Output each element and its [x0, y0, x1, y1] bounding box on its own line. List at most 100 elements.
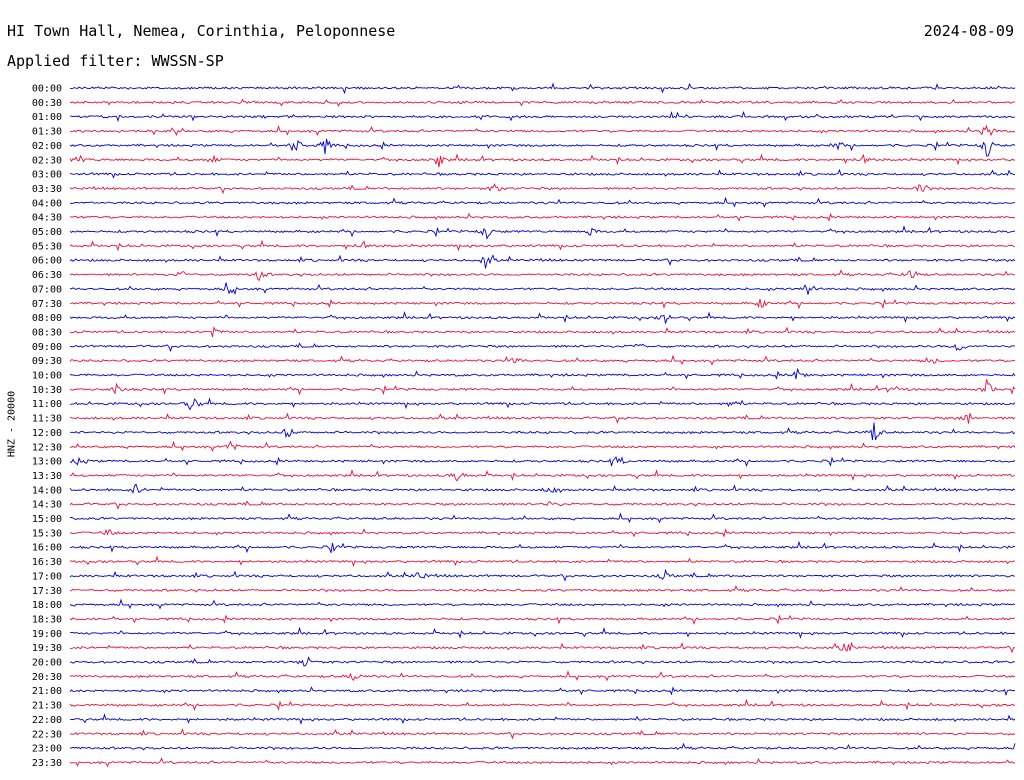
time-tick-label: 08:30	[32, 327, 62, 338]
time-tick-label: 19:00	[32, 629, 62, 640]
trace-line	[69, 98, 1016, 107]
trace-line	[69, 183, 1016, 195]
trace-line	[69, 686, 1016, 697]
time-tick-label: 09:00	[32, 342, 62, 353]
trace-line	[69, 728, 1016, 740]
time-tick-label: 23:30	[32, 758, 62, 769]
trace-line	[69, 326, 1016, 338]
trace-line	[69, 656, 1016, 667]
time-tick-label: 04:30	[32, 213, 62, 224]
time-tick-label: 13:30	[32, 471, 62, 482]
trace-line	[69, 742, 1016, 751]
station-title: HI Town Hall, Nemea, Corinthia, Peloponn…	[7, 22, 396, 40]
trace-line	[69, 224, 1016, 240]
time-tick-label: 06:00	[32, 256, 62, 267]
trace-line	[69, 614, 1016, 625]
time-tick-label: 11:00	[32, 399, 62, 410]
time-tick-label: 19:30	[32, 643, 62, 654]
trace-line	[70, 422, 1016, 441]
trace-line	[69, 153, 1015, 168]
trace-line	[69, 585, 1016, 593]
time-tick-label: 12:30	[32, 442, 62, 453]
time-tick-label: 04:00	[32, 198, 62, 209]
time-tick-label: 05:30	[32, 241, 62, 252]
trace-line	[69, 110, 1015, 123]
trace-line	[69, 540, 1016, 554]
time-tick-label: 06:30	[32, 270, 62, 281]
trace-line	[69, 368, 1016, 380]
filter-label: Applied filter: WWSSN-SP	[7, 52, 224, 70]
trace-line	[69, 555, 1016, 568]
trace-line	[69, 138, 1016, 157]
time-tick-label: 01:00	[32, 112, 62, 123]
time-tick-label: 08:00	[32, 313, 62, 324]
trace-line	[69, 354, 1016, 366]
time-tick-label: 23:00	[32, 744, 62, 755]
trace-line	[69, 757, 1016, 768]
time-tick-label: 14:00	[32, 485, 62, 496]
time-tick-label: 05:00	[32, 227, 62, 238]
trace-line	[69, 598, 1016, 610]
time-tick-label: 21:00	[32, 686, 62, 697]
trace-line	[69, 239, 1016, 252]
time-tick-label: 20:30	[32, 672, 62, 683]
trace-line	[69, 528, 1016, 538]
time-tick-label: 00:00	[32, 84, 62, 95]
time-tick-label: 02:00	[32, 141, 62, 152]
time-tick-label: 12:00	[32, 428, 62, 439]
time-tick-label: 00:30	[32, 98, 62, 109]
trace-line	[69, 713, 1016, 725]
time-tick-label: 16:30	[32, 557, 62, 568]
time-tick-label: 15:30	[32, 528, 62, 539]
trace-line	[69, 311, 1016, 324]
trace-line	[69, 282, 1016, 296]
trace-line	[69, 626, 1016, 639]
trace-line	[69, 254, 1016, 269]
time-tick-label: 13:00	[32, 457, 62, 468]
time-tick-label: 01:30	[32, 127, 62, 138]
time-tick-label: 02:30	[32, 155, 62, 166]
trace-line	[69, 298, 1016, 310]
time-tick-label: 20:00	[32, 658, 62, 669]
trace-line	[69, 456, 1016, 468]
trace-line	[69, 568, 1016, 582]
time-tick-label: 21:30	[32, 701, 62, 712]
trace-line	[69, 82, 1016, 95]
time-tick-label: 10:00	[32, 371, 62, 382]
time-tick-label: 18:00	[32, 600, 62, 611]
time-tick-label: 09:30	[32, 356, 62, 367]
trace-line	[69, 342, 1015, 353]
time-tick-label: 22:00	[32, 715, 62, 726]
time-tick-label: 15:00	[32, 514, 62, 525]
trace-line	[69, 412, 1016, 424]
time-tick-label: 22:30	[32, 729, 62, 740]
trace-line	[69, 698, 1016, 712]
time-tick-label: 18:30	[32, 614, 62, 625]
trace-line	[69, 397, 1016, 411]
trace-line	[70, 468, 1016, 482]
time-tick-label: 16:00	[32, 543, 62, 554]
trace-line	[69, 269, 1015, 282]
time-tick-label: 17:30	[32, 586, 62, 597]
time-tick-label: 07:00	[32, 284, 62, 295]
time-tick-label: 07:30	[32, 299, 62, 310]
time-tick-label: 17:00	[32, 571, 62, 582]
trace-line	[69, 440, 1016, 452]
trace-line	[69, 500, 1016, 510]
record-date: 2024-08-09	[923, 22, 1014, 40]
time-tick-label: 03:30	[32, 184, 62, 195]
trace-line	[69, 196, 1016, 208]
trace-line	[69, 379, 1016, 396]
trace-line	[69, 512, 1016, 524]
time-tick-label: 10:30	[32, 385, 62, 396]
time-tick-label: 03:00	[32, 170, 62, 181]
trace-line	[69, 212, 1016, 222]
trace-line	[70, 670, 1016, 682]
trace-line	[70, 124, 1016, 137]
trace-line	[69, 168, 1016, 179]
time-tick-label: 11:30	[32, 414, 62, 425]
trace-line	[69, 483, 1016, 494]
time-tick-label: 14:30	[32, 500, 62, 511]
trace-line	[69, 641, 1016, 654]
